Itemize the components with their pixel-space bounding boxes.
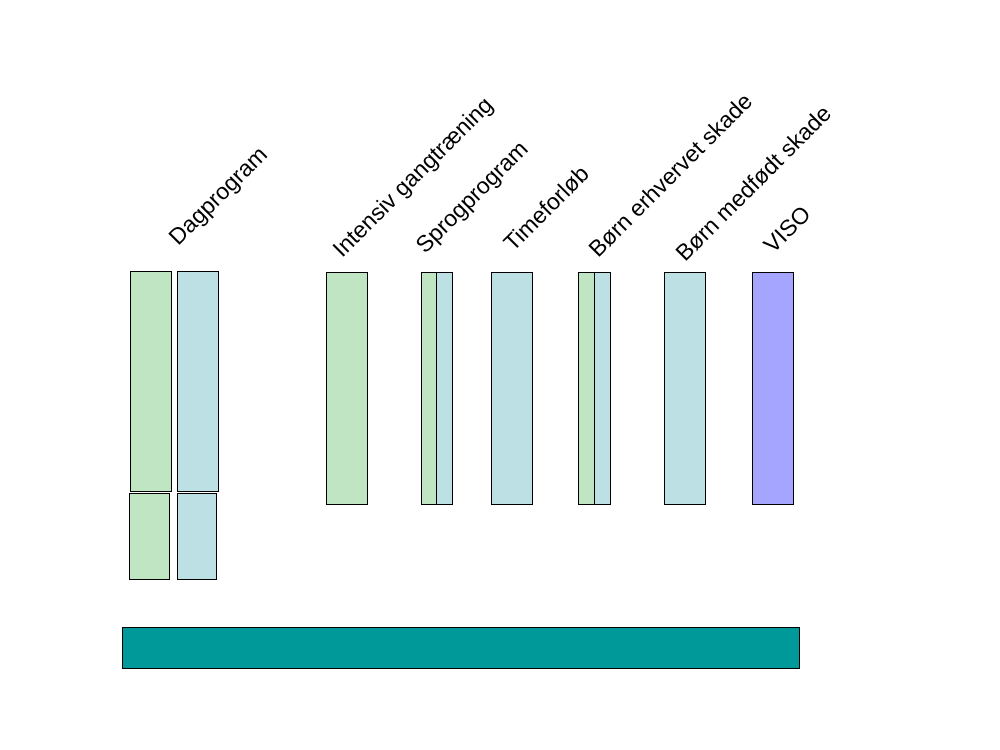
boern-erhvervet-green-bar (578, 272, 595, 505)
label-boern-medfoedt-skade: Børn medfødt skade (670, 99, 837, 266)
intensiv-gangtraening-bar (326, 272, 368, 505)
label-viso: VISO (758, 200, 816, 258)
boern-medfoedt-bar (664, 272, 706, 505)
label-boern-erhvervet-skade: Børn erhvervet skade (583, 87, 758, 262)
dagprogram-blue-upper-bar (177, 271, 219, 492)
boern-erhvervet-blue-bar (594, 272, 611, 505)
timeforloeb-bar (491, 272, 533, 505)
base-bar (122, 627, 800, 669)
sprogprogram-blue-bar (436, 272, 453, 505)
dagprogram-green-lower-bar (129, 493, 170, 580)
dagprogram-blue-lower-bar (177, 493, 217, 580)
viso-bar (752, 272, 794, 505)
label-timeforloeb: Timeforløb (498, 160, 594, 256)
dagprogram-green-upper-bar (130, 271, 172, 492)
sprogprogram-green-bar (421, 272, 437, 505)
label-dagprogram: Dagprogram (163, 140, 273, 250)
